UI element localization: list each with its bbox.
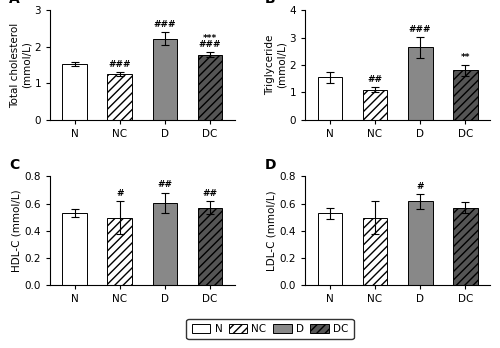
Y-axis label: Triglyceride
(mmol/L): Triglyceride (mmol/L) xyxy=(265,35,286,95)
Bar xyxy=(362,218,388,285)
Text: #: # xyxy=(416,182,424,191)
Legend: N, NC, D, DC: N, NC, D, DC xyxy=(186,319,354,339)
Bar xyxy=(108,218,132,285)
Bar xyxy=(198,208,222,285)
Text: ##: ## xyxy=(158,180,172,189)
Text: ##: ## xyxy=(368,75,382,84)
Bar xyxy=(453,208,477,285)
Bar xyxy=(408,47,432,119)
Bar xyxy=(318,213,342,285)
Bar xyxy=(362,89,388,119)
Text: ###: ### xyxy=(108,60,131,69)
Bar xyxy=(62,213,87,285)
Text: ***: *** xyxy=(203,34,217,43)
Text: ###: ### xyxy=(409,25,432,34)
Text: B: B xyxy=(264,0,275,6)
Bar xyxy=(318,77,342,119)
Text: #: # xyxy=(116,189,124,198)
Bar xyxy=(453,70,477,119)
Bar xyxy=(408,201,432,285)
Y-axis label: HDL-C (mmol/L): HDL-C (mmol/L) xyxy=(12,190,22,272)
Text: A: A xyxy=(10,0,20,6)
Text: **: ** xyxy=(460,53,470,62)
Bar xyxy=(198,55,222,119)
Bar xyxy=(152,39,178,119)
Bar xyxy=(62,64,87,119)
Bar xyxy=(152,203,178,285)
Text: ###: ### xyxy=(154,20,176,29)
Text: ##: ## xyxy=(202,189,218,198)
Text: ###: ### xyxy=(199,40,222,49)
Text: D: D xyxy=(264,158,276,172)
Y-axis label: Total cholesterol
(mmol/L): Total cholesterol (mmol/L) xyxy=(10,22,32,108)
Text: C: C xyxy=(10,158,20,172)
Bar xyxy=(108,74,132,119)
Y-axis label: LDL-C (mmol/L): LDL-C (mmol/L) xyxy=(267,190,277,271)
